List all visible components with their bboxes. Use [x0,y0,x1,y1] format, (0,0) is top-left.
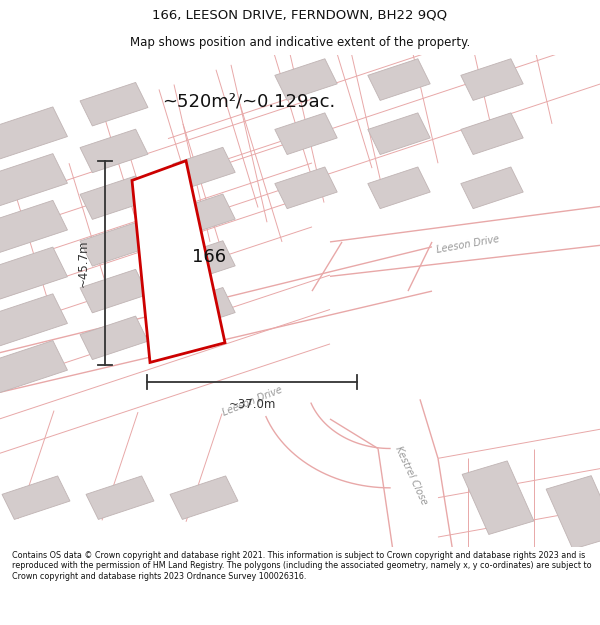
Polygon shape [368,167,430,209]
Text: Kestrel Close: Kestrel Close [393,444,429,506]
Polygon shape [546,476,600,549]
Polygon shape [0,107,67,161]
Polygon shape [461,113,523,154]
Text: ~37.0m: ~37.0m [229,398,275,411]
Text: Leeson Drive: Leeson Drive [436,234,500,255]
Polygon shape [80,269,148,313]
Polygon shape [173,148,235,189]
Polygon shape [173,288,235,329]
Polygon shape [173,194,235,236]
Polygon shape [275,59,337,101]
Text: Leeson Drive: Leeson Drive [221,385,283,418]
Polygon shape [80,316,148,359]
Polygon shape [0,294,67,348]
Polygon shape [80,176,148,219]
Polygon shape [275,113,337,154]
Polygon shape [80,82,148,126]
Polygon shape [170,476,238,519]
Polygon shape [173,241,235,282]
Polygon shape [2,476,70,519]
Polygon shape [0,247,67,301]
Polygon shape [275,167,337,209]
Text: Contains OS data © Crown copyright and database right 2021. This information is : Contains OS data © Crown copyright and d… [12,551,592,581]
Polygon shape [462,461,534,534]
Polygon shape [368,59,430,101]
Polygon shape [461,167,523,209]
Polygon shape [461,59,523,101]
Polygon shape [132,161,225,362]
Polygon shape [80,129,148,173]
Text: Map shows position and indicative extent of the property.: Map shows position and indicative extent… [130,36,470,49]
Polygon shape [368,113,430,154]
Polygon shape [0,341,67,394]
Polygon shape [80,222,148,266]
Text: ~520m²/~0.129ac.: ~520m²/~0.129ac. [162,92,335,111]
Polygon shape [0,154,67,208]
Text: ~45.7m: ~45.7m [77,239,90,287]
Polygon shape [0,201,67,254]
Polygon shape [86,476,154,519]
Text: 166: 166 [192,248,226,266]
Text: 166, LEESON DRIVE, FERNDOWN, BH22 9QQ: 166, LEESON DRIVE, FERNDOWN, BH22 9QQ [152,9,448,22]
